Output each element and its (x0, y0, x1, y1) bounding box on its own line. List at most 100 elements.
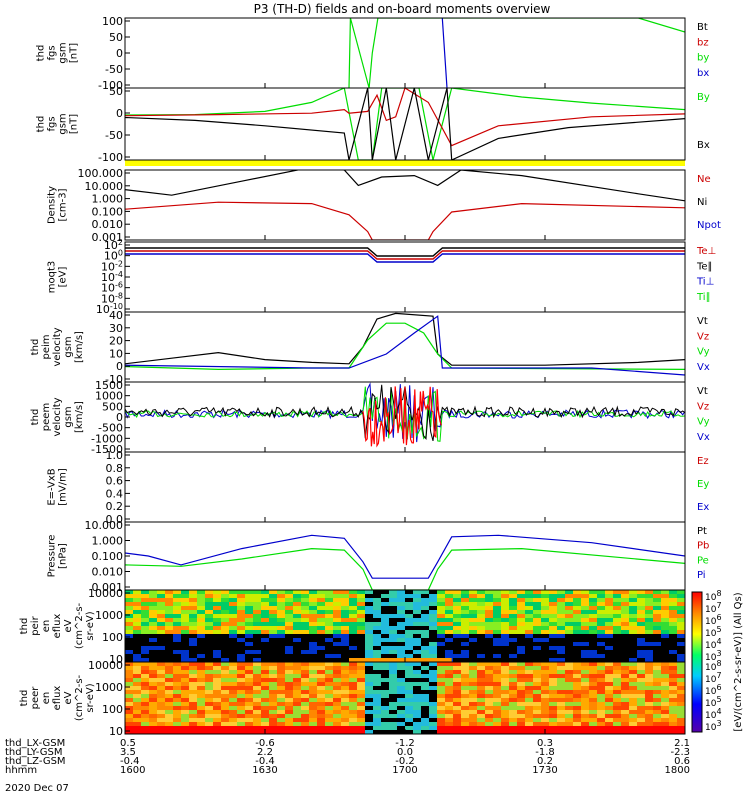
spectrogram-cell (645, 718, 654, 723)
spectrogram-cell (173, 650, 182, 655)
spectrogram-cell (165, 702, 174, 707)
spectrogram-cell (437, 606, 446, 611)
spectrogram-cell (437, 730, 446, 734)
spectrogram-cell (213, 730, 222, 734)
spectrogram-cell (213, 722, 222, 727)
spectrogram-cell (549, 718, 558, 723)
spectrogram-cell (141, 718, 150, 723)
spectrogram-cell (621, 666, 630, 671)
spectrogram-cell (197, 606, 206, 611)
spectrogram-cell (173, 654, 182, 659)
y-tick-label: 0 (116, 411, 123, 424)
spectrogram-cell (597, 630, 606, 635)
spectrogram-cell (557, 658, 566, 662)
spectrogram-cell (669, 730, 678, 734)
spectrogram-cell (325, 714, 334, 719)
spectrogram-cell (341, 662, 350, 667)
spectrogram-cell (645, 674, 654, 679)
spectrogram-cell (157, 706, 166, 711)
spectrogram-cell (469, 626, 478, 631)
spectrogram-cell (261, 682, 270, 687)
spectrogram-cell (677, 714, 685, 719)
spectrogram-cell (557, 682, 566, 687)
spectrogram-cell (453, 686, 462, 691)
spectrogram-cell (141, 610, 150, 615)
spectrogram-cell (285, 594, 294, 599)
spectrogram-cell (165, 718, 174, 723)
spectrogram-cell (389, 674, 398, 679)
spectrogram-cell (277, 602, 286, 607)
spectrogram-cell (373, 626, 382, 631)
y-tick-label: 0.100 (92, 205, 124, 218)
spectrogram-cell (357, 706, 366, 711)
spectrogram-cell (453, 670, 462, 675)
spectrogram-cell (517, 730, 526, 734)
spectrogram-cell (277, 730, 286, 734)
spectrogram-cell (557, 638, 566, 643)
legend-entry: Pt (697, 526, 707, 537)
spectrogram-cell (493, 674, 502, 679)
spectrogram-cell (357, 610, 366, 615)
spectrogram-cell (637, 722, 646, 727)
spectrogram-cell (157, 682, 166, 687)
spectrogram-cell (197, 614, 206, 619)
spectrogram-cell (605, 690, 614, 695)
spectrogram-cell (533, 650, 542, 655)
spectrogram-cell (205, 674, 214, 679)
spectrogram-cell (333, 694, 342, 699)
spectrogram-cell (333, 602, 342, 607)
spectrogram-cell (581, 622, 590, 627)
y-axis-label: en (41, 620, 52, 633)
spectrogram-cell (477, 726, 486, 731)
spectrogram-cell (269, 646, 278, 651)
spectrogram-cell (461, 638, 470, 643)
spectrogram-cell (373, 714, 382, 719)
spectrogram-cell (181, 658, 190, 662)
spectrogram-cell (485, 726, 494, 731)
legend-entry: By (697, 92, 710, 103)
spectrogram-cell (653, 606, 662, 611)
spectrogram-cell (229, 678, 238, 683)
spectrogram-cell (173, 730, 182, 734)
spectrogram-cell (677, 678, 685, 683)
spectrogram-cell (597, 718, 606, 723)
spectrogram-cell (365, 646, 374, 651)
spectrogram-cell (197, 674, 206, 679)
spectrogram-cell (285, 698, 294, 703)
spectrogram-cell (325, 618, 334, 623)
spectrogram-cell (309, 598, 318, 603)
spectrogram-cell (669, 654, 678, 659)
spectrogram-cell (477, 630, 486, 635)
spectrogram-cell (173, 590, 182, 595)
spectrogram-cell (397, 666, 406, 671)
spectrogram-cell (469, 642, 478, 647)
spectrogram-cell (373, 650, 382, 655)
spectrogram-cell (221, 662, 230, 667)
spectrogram-cell (469, 658, 478, 662)
spectrogram-cell (285, 590, 294, 595)
spectrogram-cell (541, 594, 550, 599)
spectrogram-cell (629, 642, 638, 647)
spectrogram-cell (389, 666, 398, 671)
spectrogram-cell (493, 606, 502, 611)
spectrogram-cell (405, 650, 414, 655)
spectrogram-cell (349, 702, 358, 707)
spectrogram-cell (125, 614, 134, 619)
spectrogram-cell (549, 650, 558, 655)
spectrogram-cell (653, 622, 662, 627)
spectrogram-cell (261, 622, 270, 627)
spectrogram-cell (181, 626, 190, 631)
spectrogram-cell (669, 630, 678, 635)
spectrogram-cell (533, 658, 542, 662)
spectrogram-cell (173, 686, 182, 691)
spectrogram-cell (525, 730, 534, 734)
spectrogram-cell (157, 686, 166, 691)
spectrogram-cell (181, 642, 190, 647)
y-axis-label: moqt3 (47, 261, 58, 294)
spectrogram-cell (293, 646, 302, 651)
spectrogram-cell (493, 590, 502, 595)
spectrogram-cell (405, 722, 414, 727)
spectrogram-cell (421, 710, 430, 715)
spectrogram-cell (485, 650, 494, 655)
spectrogram-cell (613, 698, 622, 703)
